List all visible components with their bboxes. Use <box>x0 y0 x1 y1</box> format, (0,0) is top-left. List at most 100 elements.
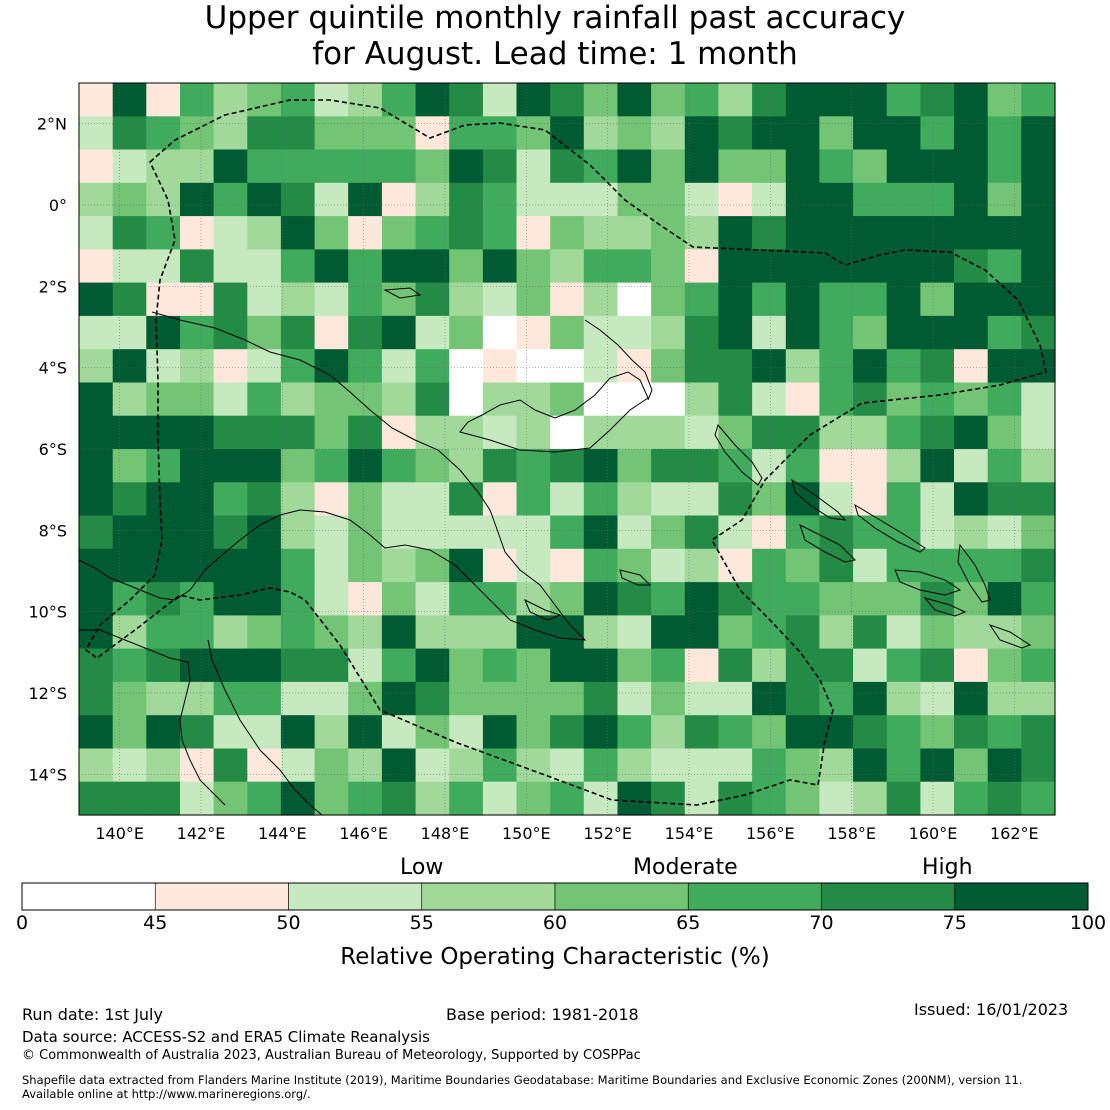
grid-cell <box>482 282 518 317</box>
grid-cell <box>684 282 720 317</box>
grid-cell <box>146 116 181 151</box>
coastlines <box>78 287 1032 816</box>
grid-cell <box>449 648 484 683</box>
grid-cell <box>617 615 652 650</box>
grid-cell <box>112 282 147 317</box>
grid-cell <box>954 748 989 783</box>
grid-cell <box>853 548 888 583</box>
grid-cell <box>785 282 821 317</box>
grid-cell <box>1021 415 1056 450</box>
grid-cell <box>112 149 147 184</box>
grid-cell <box>718 715 753 750</box>
grid-cell <box>180 548 215 583</box>
grid-cell <box>920 349 955 384</box>
grid-cell <box>449 681 484 716</box>
lon-tick-label: 152°E <box>583 824 632 843</box>
grid-cell <box>651 515 686 550</box>
grid-cell <box>718 249 753 284</box>
grid-cell <box>954 449 989 483</box>
grid-cell <box>348 748 383 783</box>
grid-cell <box>314 149 349 184</box>
grid-cell <box>213 382 248 417</box>
grid-cell <box>651 681 686 716</box>
grid-cell <box>853 315 888 350</box>
data-source: Data source: ACCESS-S2 and ERA5 Climate … <box>22 1028 430 1046</box>
grid-cell <box>415 182 450 217</box>
lon-tick-label: 160°E <box>909 824 958 843</box>
grid-cell <box>651 781 686 816</box>
grid-cell <box>886 548 921 583</box>
grid-cell <box>684 415 720 450</box>
grid-cell <box>247 648 282 683</box>
grid-cell <box>920 715 955 750</box>
grid-cell <box>853 681 888 716</box>
grid-cell <box>516 182 551 217</box>
grid-cell <box>550 83 585 117</box>
grid-cell <box>314 548 349 583</box>
grid-cell <box>853 216 888 250</box>
grid-cell <box>954 781 989 816</box>
grid-cell <box>381 349 417 384</box>
grid-cell <box>785 781 821 816</box>
lon-tick-label: 158°E <box>827 824 876 843</box>
grid-cell <box>752 182 787 217</box>
grid-cell <box>954 315 989 350</box>
grid-cell <box>247 249 282 284</box>
grid-cell <box>954 382 989 417</box>
grid-cell <box>684 681 720 716</box>
grid-cell <box>954 116 989 151</box>
grid-cell <box>920 382 955 417</box>
copyright: © Commonwealth of Australia 2023, Austra… <box>22 1048 641 1063</box>
grid-cell <box>886 182 921 217</box>
grid-cell <box>785 349 821 384</box>
grid-cell <box>550 548 585 583</box>
grid-cell <box>516 149 551 184</box>
grid-cell <box>718 149 753 184</box>
grid-cell <box>415 315 450 350</box>
grid-cell <box>550 149 585 184</box>
grid-cell <box>482 449 518 483</box>
grid-cell <box>381 515 417 550</box>
grid-cell <box>651 582 686 616</box>
grid-cell <box>550 582 585 616</box>
grid-cell <box>785 715 821 750</box>
grid-cell <box>314 648 349 683</box>
grid-cell <box>819 349 854 384</box>
colorbar-bin <box>154 882 289 911</box>
grid-cell <box>280 116 316 151</box>
grid-cell <box>213 615 248 650</box>
grid-cell <box>381 681 417 716</box>
grid-cell <box>583 582 619 616</box>
grid-cell <box>146 615 181 650</box>
grid-cell <box>314 449 349 483</box>
grid-cell <box>79 515 114 550</box>
grid-cell <box>247 116 282 151</box>
grid-cell <box>987 715 1022 750</box>
grid-cell <box>853 482 888 517</box>
grid-cell <box>449 216 484 250</box>
grid-cell <box>752 548 787 583</box>
grid-cell <box>280 681 316 716</box>
grid-cell <box>718 482 753 517</box>
grid-cell <box>79 83 114 117</box>
grid-cell <box>954 249 989 284</box>
grid-cell <box>180 748 215 783</box>
grid-cell <box>247 715 282 750</box>
grid-cell <box>348 482 383 517</box>
grid-cell <box>314 482 349 517</box>
grid-cell <box>1021 482 1056 517</box>
grid-cell <box>583 216 619 250</box>
grid-cell <box>314 515 349 550</box>
grid-cell <box>819 182 854 217</box>
colorbar-tick-label: 70 <box>809 912 834 934</box>
grid-cell <box>583 149 619 184</box>
grid-cell <box>482 648 518 683</box>
grid-cell <box>651 615 686 650</box>
grid-cell <box>516 515 551 550</box>
grid-cell <box>785 249 821 284</box>
grid-cell <box>684 83 720 117</box>
colorbar-bin <box>21 882 156 911</box>
lat-tick-label: 4°S <box>39 359 67 378</box>
grid-cell <box>79 282 114 317</box>
grid-cell <box>550 415 585 450</box>
